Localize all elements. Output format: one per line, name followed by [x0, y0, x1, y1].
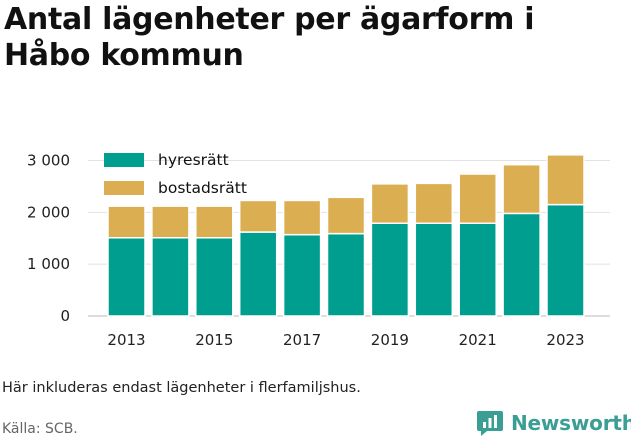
y-axis-ticks: 0 1 000 2 000 3 000	[27, 152, 70, 325]
footnote: Här inkluderas endast lägenheter i flerf…	[2, 380, 361, 396]
bar-series-1-2020	[414, 222, 454, 317]
source-text: Källa: SCB.	[2, 421, 78, 437]
bar-series-1-2023	[546, 203, 585, 317]
bar-series-2-2019	[370, 183, 410, 224]
legend-label: bostadsrätt	[158, 179, 247, 197]
y-tick-label: 1 000	[27, 255, 70, 273]
bar-series-1-2022	[502, 212, 541, 317]
bar-series-1-2019	[370, 222, 410, 317]
brand-logo: Newsworthy	[476, 409, 631, 437]
chart-title: Antal lägenheter per ägarform i Håbo kom…	[4, 2, 535, 73]
legend-item: hyresrätt	[104, 151, 229, 169]
bars	[107, 154, 585, 317]
bar-series-2-2015	[195, 205, 234, 239]
x-tick-label: 2023	[546, 331, 584, 349]
legend-swatch	[104, 153, 144, 167]
bar-series-2-2021	[458, 173, 497, 224]
bar-series-1-2021	[458, 222, 497, 317]
newsworthy-chat-bars-icon	[477, 411, 503, 436]
bar-series-1-2018	[326, 232, 366, 317]
y-tick-label: 2 000	[27, 203, 70, 221]
brand-name: Newsworthy	[511, 411, 631, 435]
legend: hyresrätt bostadsrätt	[104, 151, 247, 197]
bar-series-2-2022	[502, 163, 541, 215]
x-tick-label: 2019	[371, 331, 409, 349]
bar-series-1-2014	[151, 237, 190, 317]
bar-series-2-2017	[282, 199, 322, 236]
x-tick-label: 2021	[459, 331, 497, 349]
legend-item: bostadsrätt	[104, 179, 247, 197]
legend-label: hyresrätt	[158, 151, 229, 169]
x-tick-label: 2017	[283, 331, 321, 349]
y-tick-label: 0	[60, 307, 70, 325]
bar-series-1-2017	[282, 233, 322, 317]
x-tick-label: 2013	[107, 331, 145, 349]
bar-series-2-2020	[414, 182, 454, 224]
bar-series-2-2014	[151, 205, 190, 239]
bar-series-2-2016	[238, 199, 278, 233]
bar-series-2-2023	[546, 154, 585, 206]
x-axis-ticks: 2013 2015 2017 2019 2021 2023	[107, 331, 584, 349]
bar-series-1-2016	[238, 231, 278, 317]
bar-series-1-2015	[195, 237, 234, 317]
bar-series-2-2018	[326, 196, 366, 235]
bar-series-1-2013	[107, 237, 146, 317]
bar-series-2-2013	[107, 205, 146, 239]
y-tick-label: 3 000	[27, 152, 70, 170]
x-tick-label: 2015	[195, 331, 233, 349]
legend-swatch	[104, 181, 144, 195]
